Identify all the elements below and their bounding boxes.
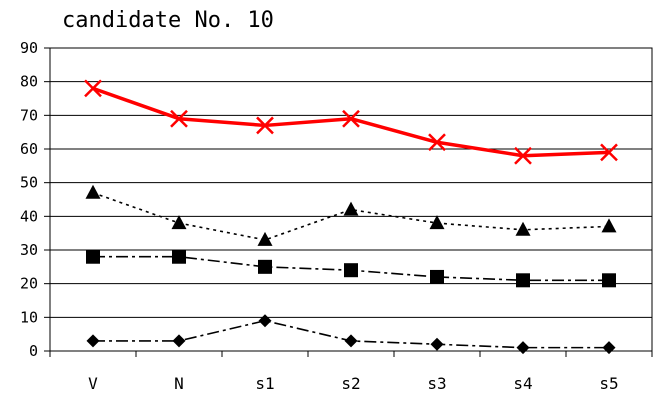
series-4 bbox=[86, 314, 616, 355]
data-point bbox=[429, 215, 445, 230]
y-axis-ticks: 0 10 20 30 40 50 60 70 80 90 bbox=[20, 39, 38, 360]
data-point bbox=[343, 201, 359, 216]
data-point bbox=[430, 337, 444, 351]
data-point bbox=[171, 215, 187, 230]
data-point bbox=[172, 334, 186, 348]
data-point bbox=[602, 341, 616, 355]
chart-title: candidate No. 10 bbox=[62, 8, 274, 33]
y-tick-label: 90 bbox=[20, 39, 38, 57]
y-tick-label: 60 bbox=[20, 140, 38, 158]
y-tick-label: 10 bbox=[20, 308, 38, 326]
x-tick-label: s3 bbox=[427, 374, 446, 393]
x-tick-label: N bbox=[174, 374, 184, 393]
y-tick-label: 20 bbox=[20, 275, 38, 293]
data-point bbox=[344, 334, 358, 348]
x-tick-label: s2 bbox=[341, 374, 360, 393]
grid bbox=[50, 47, 652, 352]
data-point bbox=[258, 314, 272, 328]
data-point bbox=[602, 273, 616, 288]
series-line bbox=[92, 86, 610, 158]
data-point bbox=[257, 231, 273, 246]
data-point bbox=[428, 133, 446, 152]
y-tick-label: 70 bbox=[20, 106, 38, 124]
y-tick-label: 40 bbox=[20, 207, 38, 225]
y-tick-label: 30 bbox=[20, 241, 38, 259]
series-2 bbox=[85, 184, 617, 246]
series-group bbox=[84, 79, 618, 355]
data-point bbox=[516, 341, 530, 355]
data-point bbox=[86, 249, 100, 264]
x-tick-label: s5 bbox=[599, 374, 618, 393]
y-tick-label: 50 bbox=[20, 174, 38, 192]
axes bbox=[44, 47, 653, 357]
data-point bbox=[430, 269, 444, 284]
y-tick-label: 0 bbox=[29, 342, 38, 360]
data-point bbox=[170, 109, 188, 128]
data-point bbox=[514, 146, 532, 165]
y-tick-label: 80 bbox=[20, 73, 38, 91]
series-1 bbox=[84, 79, 618, 165]
data-point bbox=[258, 259, 272, 274]
data-point bbox=[256, 116, 274, 135]
data-point bbox=[600, 143, 618, 162]
series-3 bbox=[86, 249, 616, 288]
x-tick-label: s1 bbox=[255, 374, 274, 393]
data-point bbox=[86, 334, 100, 348]
data-point bbox=[84, 79, 102, 98]
plot-border bbox=[49, 47, 653, 352]
data-point bbox=[515, 221, 531, 236]
data-point bbox=[601, 218, 617, 233]
data-point bbox=[342, 109, 360, 128]
x-tick-label: V bbox=[88, 374, 98, 393]
data-point bbox=[172, 249, 186, 264]
data-point bbox=[85, 184, 101, 199]
data-point bbox=[344, 263, 358, 278]
data-point bbox=[516, 273, 530, 288]
x-tick-label: s4 bbox=[513, 374, 532, 393]
